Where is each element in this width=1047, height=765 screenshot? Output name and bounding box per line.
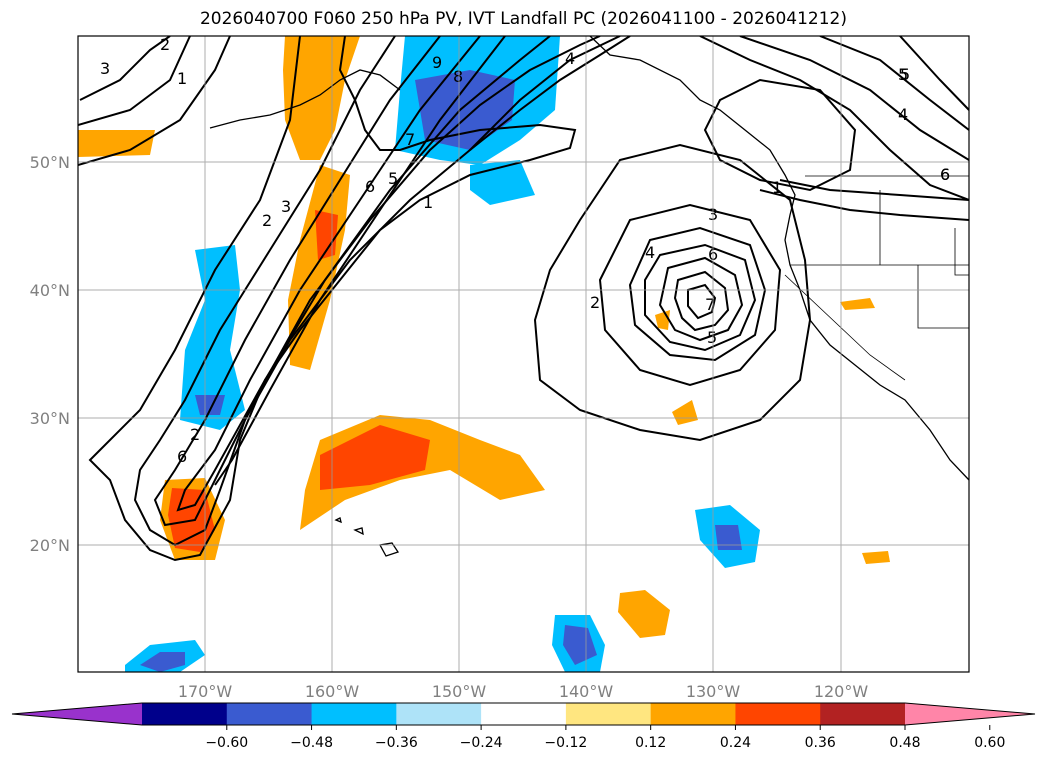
gridlines bbox=[78, 36, 969, 672]
contour-label: 6 bbox=[177, 447, 187, 466]
pv-negative-core bbox=[715, 525, 742, 550]
lat-label: 20°N bbox=[30, 536, 70, 555]
lon-label: 130°W bbox=[686, 682, 741, 701]
contour-label: 3 bbox=[281, 197, 291, 216]
lat-label: 50°N bbox=[30, 153, 70, 172]
colorbar-segment bbox=[820, 703, 906, 725]
colorbar-tick-label: 0.36 bbox=[805, 735, 836, 751]
colorbar: −0.60 −0.48 −0.36 −0.24 −0.12 0.12 0.24 0.36 0.4… bbox=[11, 702, 1036, 751]
pv-negative-streamer bbox=[180, 245, 245, 430]
contour-label: 6 bbox=[940, 165, 950, 184]
colorbar-tick-label: −0.48 bbox=[290, 735, 333, 751]
pv-positive-core bbox=[315, 210, 338, 260]
contour-label: 2 bbox=[190, 425, 200, 444]
contour-label: 1 bbox=[177, 69, 187, 88]
contour-label: 8 bbox=[453, 67, 463, 86]
lon-label: 160°W bbox=[305, 682, 360, 701]
contour-label: 4 bbox=[898, 105, 908, 124]
colorbar-tick-label: 0.24 bbox=[720, 735, 751, 751]
colorbar-tick-label: −0.36 bbox=[375, 735, 418, 751]
map-area: 1 2 3 4 5 6 7 8 9 2 3 6 5 1 2 6 3 4 6 7 … bbox=[78, 35, 969, 672]
figure-title: 2026040700 F060 250 hPa PV, IVT Landfall… bbox=[199, 9, 847, 29]
pv-positive-streamer bbox=[283, 36, 360, 160]
colorbar-segment bbox=[311, 703, 397, 725]
colorbar-segment bbox=[565, 703, 652, 725]
lat-label: 30°N bbox=[30, 409, 70, 428]
colorbar-tick-label: 0.48 bbox=[889, 735, 920, 751]
contour-label: 5 bbox=[898, 65, 908, 84]
contour-label: 2 bbox=[160, 35, 170, 54]
colorbar-segment bbox=[226, 703, 313, 725]
contour-label: 3 bbox=[100, 59, 110, 78]
lon-label: 120°W bbox=[814, 682, 869, 701]
colorbar-extend-low bbox=[12, 703, 142, 725]
contour-label: 6 bbox=[940, 165, 950, 184]
pv-negative-core bbox=[140, 652, 185, 672]
lon-label: 170°W bbox=[178, 682, 233, 701]
lon-label: 140°W bbox=[559, 682, 614, 701]
contour-label: 7 bbox=[405, 130, 415, 149]
ivt-contours bbox=[78, 36, 969, 562]
contour-label: 2 bbox=[590, 293, 600, 312]
contour-label: 5 bbox=[900, 65, 910, 84]
colorbar-segment bbox=[142, 703, 228, 725]
pv-positive-core bbox=[320, 425, 430, 490]
contour-label: 6 bbox=[365, 177, 375, 196]
pv-negative-core bbox=[563, 625, 597, 665]
colorbar-tick-label: −0.60 bbox=[205, 735, 248, 751]
pv-shading bbox=[78, 36, 890, 672]
contour-label: 1 bbox=[772, 178, 782, 197]
contour-label: 9 bbox=[432, 53, 442, 72]
pv-positive-spot bbox=[862, 551, 890, 564]
pv-positive-region bbox=[78, 130, 155, 157]
colorbar-segment bbox=[481, 703, 567, 725]
colorbar-tick-label: −0.24 bbox=[460, 735, 503, 751]
coastlines bbox=[209, 36, 969, 557]
pv-positive-spot bbox=[840, 298, 875, 310]
lat-axis-labels: 50°N 40°N 30°N 20°N bbox=[30, 153, 70, 555]
map-frame bbox=[77, 35, 970, 673]
colorbar-tick-label: 0.12 bbox=[635, 735, 666, 751]
colorbar-tick-label: 0.60 bbox=[974, 735, 1005, 751]
pv-positive-spot bbox=[618, 590, 670, 638]
contour-label: 1 bbox=[423, 193, 433, 212]
contour-label: 4 bbox=[565, 49, 575, 68]
colorbar-tick-label: −0.12 bbox=[544, 735, 587, 751]
lat-label: 40°N bbox=[30, 281, 70, 300]
contour-label: 7 bbox=[705, 295, 715, 314]
pv-negative-core bbox=[195, 395, 225, 415]
colorbar-segment bbox=[735, 703, 821, 725]
contour-label: 2 bbox=[262, 211, 272, 230]
contour-label: 5 bbox=[707, 328, 717, 347]
colorbar-segment bbox=[650, 703, 736, 725]
pv-positive-spot bbox=[672, 400, 698, 425]
lon-label: 150°W bbox=[432, 682, 487, 701]
colorbar-outline bbox=[11, 702, 1036, 726]
colorbar-extend-high bbox=[905, 703, 1035, 725]
lon-axis-labels: 170°W 160°W 150°W 140°W 130°W 120°W bbox=[178, 682, 869, 701]
colorbar-segment bbox=[396, 703, 482, 725]
contour-labels: 1 2 3 4 5 6 7 8 9 2 3 6 5 1 2 6 3 4 6 7 … bbox=[100, 35, 950, 466]
contour-label: 5 bbox=[388, 169, 398, 188]
contour-label: 4 bbox=[645, 243, 655, 262]
